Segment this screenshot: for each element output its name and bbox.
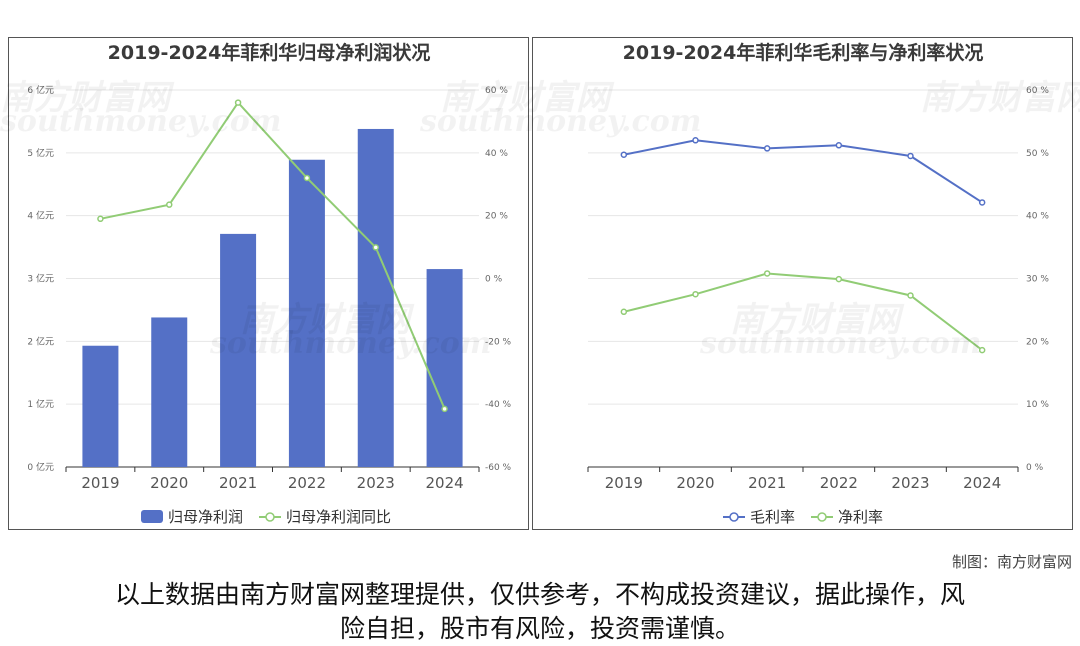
y-right-tick-label: 30 % [1026, 275, 1049, 285]
y-left-tick-label: 0 亿元 [27, 461, 54, 473]
disclaimer-line-2: 险自担，股市有风险，投资需谨慎。 [339, 614, 740, 643]
x-tick-label: 2019 [81, 474, 119, 492]
net-margin-point-2024 [978, 346, 986, 354]
bar-2022 [288, 159, 325, 467]
x-tick-label: 2022 [820, 474, 858, 492]
y-right-tick-label: 60 % [485, 86, 508, 96]
yoy-point-2021 [234, 99, 242, 106]
x-tick-label: 2022 [288, 474, 326, 492]
y-right-tick-label: 20 % [485, 212, 508, 222]
yoy-point-2022 [303, 174, 311, 182]
x-tick-label: 2024 [425, 474, 463, 492]
y-right-tick-label: -40 % [485, 400, 512, 410]
y-right-tick-label: 0 % [1026, 463, 1044, 473]
net-margin-point-2019 [620, 308, 628, 316]
bar-2021 [220, 233, 257, 467]
net-margin-point-2020 [692, 290, 699, 298]
y-left-tick-label: 6 亿元 [27, 84, 54, 96]
bar-2019 [82, 345, 119, 467]
gross-margin-point-2023 [907, 152, 914, 160]
x-tick-label: 2023 [357, 474, 395, 492]
net-margin-line [623, 272, 983, 351]
bar-2020 [151, 317, 188, 467]
net-profit-chart-panel: 2019-2024年菲利华归母净利润状况 0 亿元 1 亿元 2 亿元 3 亿元 4 亿元… [8, 37, 529, 530]
yoy-point-2023 [372, 244, 379, 251]
bar-2023 [357, 128, 394, 467]
gross-margin-point-2019 [620, 151, 628, 158]
y-right-tick-label: 10 % [1026, 400, 1049, 410]
y-right-tick-label: -20 % [485, 337, 512, 347]
legend-label: 净利率 [838, 508, 883, 526]
y-left-tick-label: 2 亿元 [27, 335, 54, 347]
legend-label: 毛利率 [750, 508, 795, 526]
legend-swatch-marker [817, 512, 827, 522]
legend-swatch-marker [265, 512, 275, 522]
gross-margin-point-2021 [763, 145, 771, 152]
yoy-line [100, 100, 446, 410]
net-margin-point-2023 [907, 292, 914, 299]
disclaimer-line-1: 以上数据由南方财富网整理提供，仅供参考，不构成投资建议，据此操作，风 [114, 580, 965, 609]
x-tick-label: 2023 [891, 474, 929, 492]
net-margin-point-2022 [835, 275, 843, 283]
x-tick-label: 2021 [219, 474, 257, 492]
y-right-tick-label: 0 % [485, 275, 503, 285]
y-right-tick-label: 40 % [1026, 212, 1049, 222]
legend-swatch-bar [141, 510, 163, 523]
y-right-tick-label: 50 % [1026, 149, 1049, 159]
x-tick-label: 2020 [150, 474, 188, 492]
legend-swatch-marker [729, 512, 739, 522]
x-tick-label: 2021 [748, 474, 786, 492]
yoy-point-2024 [441, 405, 448, 413]
x-tick-label: 2019 [605, 474, 643, 492]
y-left-tick-label: 4 亿元 [27, 210, 54, 222]
y-right-tick-label: -60 % [485, 463, 512, 473]
gross-margin-line [623, 139, 983, 204]
chart-title: 2019-2024年菲利华毛利率与净利率状况 [623, 41, 984, 64]
x-tick-label: 2024 [963, 474, 1001, 492]
net-profit-chart: 2019-2024年菲利华归母净利润状况 0 亿元 1 亿元 2 亿元 3 亿元 4 亿元… [27, 41, 512, 526]
margin-chart: 2019-2024年菲利华毛利率与净利率状况 0 % 10 % 20 % 30 % 40 … [587, 41, 1049, 526]
bar-2024 [426, 269, 463, 467]
y-left-tick-label: 1 亿元 [27, 398, 54, 410]
y-right-tick-label: 40 % [485, 149, 508, 159]
gross-margin-point-2022 [835, 142, 843, 149]
chart-title: 2019-2024年菲利华归母净利润状况 [108, 41, 431, 64]
yoy-point-2020 [166, 201, 173, 208]
x-tick-label: 2020 [676, 474, 714, 492]
margin-chart-panel: 2019-2024年菲利华毛利率与净利率状况 0 % 10 % 20 % 30 % 40 … [532, 37, 1073, 530]
yoy-point-2019 [97, 215, 104, 223]
legend-label: 归母净利润同比 [286, 508, 391, 526]
chart-credit: 制图：南方财富网 [951, 553, 1072, 571]
net-margin-point-2021 [763, 270, 771, 277]
gross-margin-point-2024 [978, 199, 986, 206]
legend-label: 归母净利润 [168, 508, 243, 526]
y-right-tick-label: 20 % [1026, 337, 1049, 347]
disclaimer: 以上数据由南方财富网整理提供，仅供参考，不构成投资建议，据此操作，风 险自担，股… [0, 578, 1080, 646]
y-right-tick-label: 60 % [1026, 86, 1049, 96]
y-left-tick-label: 3 亿元 [27, 273, 54, 285]
gross-margin-point-2020 [692, 137, 699, 144]
y-left-tick-label: 5 亿元 [27, 147, 54, 159]
